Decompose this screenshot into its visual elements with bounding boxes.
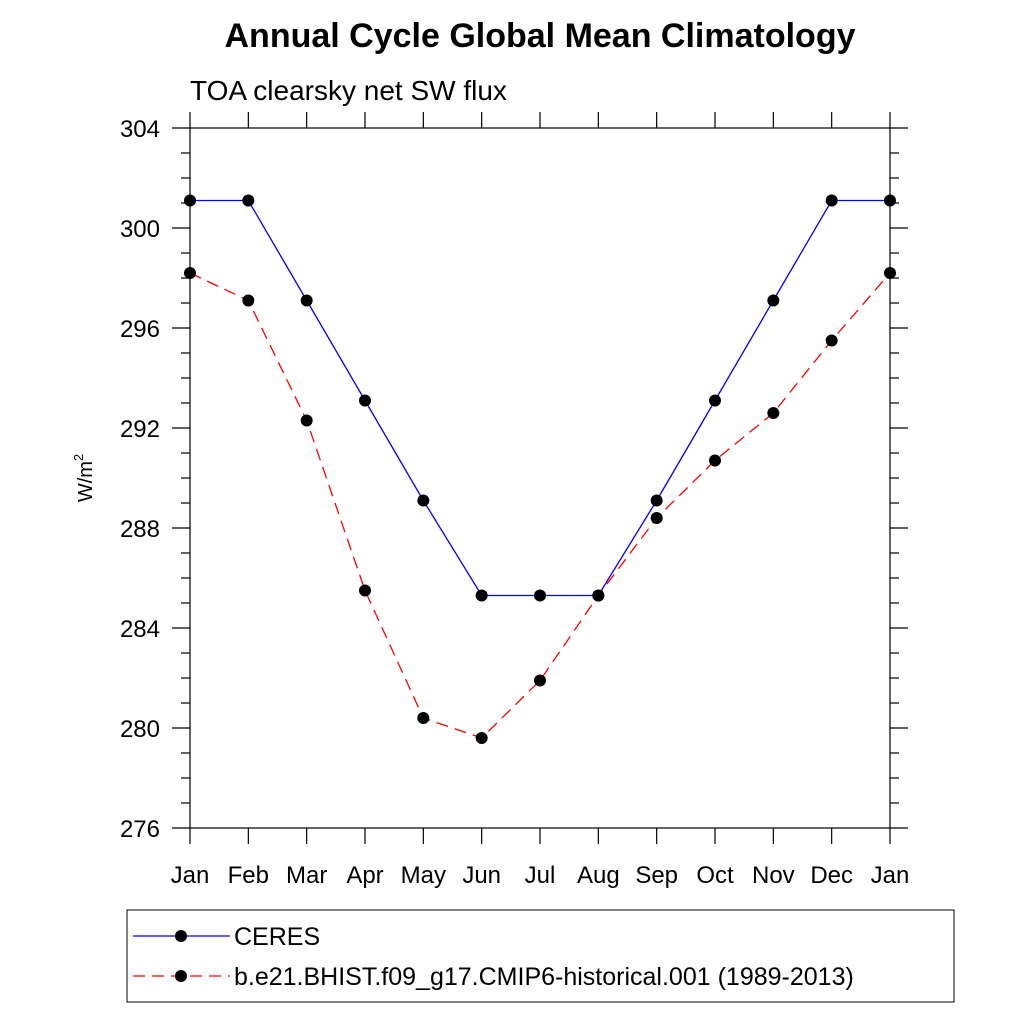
data-point xyxy=(534,674,546,687)
x-tick-label: Nov xyxy=(752,862,795,889)
legend-box xyxy=(126,909,955,1003)
data-point xyxy=(417,712,430,724)
data-point xyxy=(884,194,896,207)
data-point xyxy=(359,394,371,407)
x-tick-label: May xyxy=(401,862,446,889)
data-point xyxy=(475,732,488,744)
y-tick-label: 276 xyxy=(120,816,160,843)
x-tick-label: Feb xyxy=(228,862,269,889)
data-point xyxy=(184,194,196,207)
data-point xyxy=(359,584,371,597)
x-tick-label: Jan xyxy=(871,862,910,889)
chart-title: Annual Cycle Global Mean Climatology xyxy=(225,17,856,55)
x-axis: Jan Feb Mar Apr May Jun Jul Aug Sep Oct Nov Dec Jan xyxy=(171,112,910,889)
legend: CERES b.e21.BHIST.f09_g17.CMIP6-historica… xyxy=(126,909,955,1003)
data-point xyxy=(825,334,838,347)
x-tick-label: Sep xyxy=(635,862,678,889)
series-1 xyxy=(184,194,896,602)
data-point xyxy=(767,407,780,419)
data-point xyxy=(534,589,546,602)
y-tick-label: 288 xyxy=(120,516,160,543)
plot-frame xyxy=(189,127,891,829)
legend-label: CERES xyxy=(234,923,320,951)
legend-items: CERES b.e21.BHIST.f09_g17.CMIP6-historica… xyxy=(133,923,854,991)
x-tick-label: Oct xyxy=(696,862,734,889)
data-point xyxy=(417,494,430,507)
data-point xyxy=(825,194,838,207)
x-tick-label: Jan xyxy=(171,862,210,889)
x-tick-label: Mar xyxy=(286,862,327,889)
data-point xyxy=(650,512,663,524)
x-tick-label: Aug xyxy=(577,862,620,889)
x-tick-label: Jun xyxy=(462,862,501,889)
y-tick-label: 304 xyxy=(120,116,160,143)
data-point xyxy=(767,294,780,307)
data-point xyxy=(709,454,721,467)
series-2 xyxy=(184,267,896,744)
data-point xyxy=(709,394,721,407)
legend-marker xyxy=(175,930,187,942)
legend-label: b.e21.BHIST.f09_g17.CMIP6-historical.001… xyxy=(234,963,854,991)
y-tick-label: 300 xyxy=(120,216,160,243)
data-point xyxy=(650,494,663,507)
data-point xyxy=(300,294,313,307)
y-tick-label: 284 xyxy=(120,616,160,643)
x-tick-label: Dec xyxy=(810,862,853,889)
data-point xyxy=(242,194,255,207)
data-point xyxy=(475,589,488,602)
y-tick-label: 296 xyxy=(120,316,160,343)
y-tick-label: 292 xyxy=(120,416,160,443)
chart-subtitle: TOA clearsky net SW flux xyxy=(190,75,507,106)
data-point xyxy=(242,294,255,307)
y-axis-label: W/m2 xyxy=(71,454,97,502)
data-point xyxy=(184,267,196,279)
series-line xyxy=(189,272,891,739)
data-point xyxy=(300,414,313,427)
data-point xyxy=(884,267,896,279)
y-tick-label: 280 xyxy=(120,716,160,743)
data-point xyxy=(592,589,605,602)
x-tick-label: Apr xyxy=(346,862,383,889)
x-tick-label: Jul xyxy=(525,862,556,889)
y-axis: 276 280 284 288 292 296 300 304 xyxy=(120,116,908,843)
legend-marker xyxy=(175,970,187,982)
series-layer xyxy=(184,194,896,744)
